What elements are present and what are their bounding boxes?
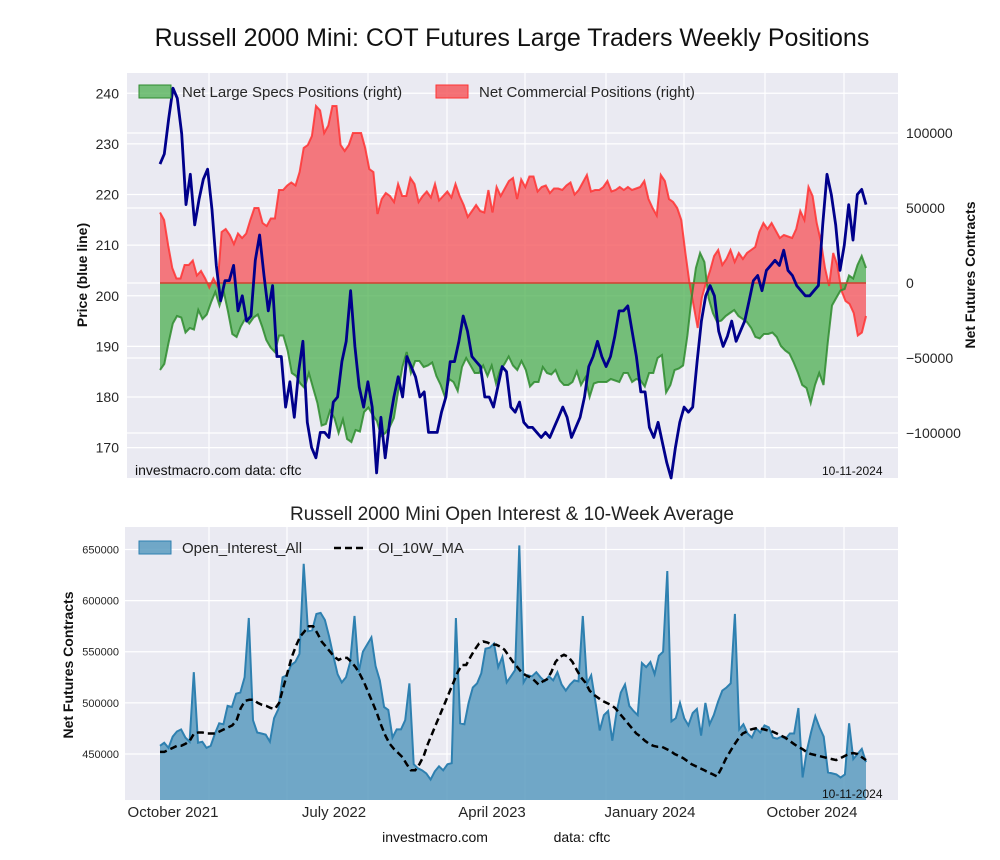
oi-tick-label: 650000 bbox=[82, 544, 119, 556]
oi-area bbox=[160, 545, 866, 800]
top-legend: Net Large Specs Positions (right) Net Co… bbox=[138, 84, 695, 101]
open-interest-chart: Russell 2000 Mini Open Interest & 10-Wee… bbox=[60, 504, 898, 821]
contracts-axis-ticks: −100000 −50000 0 50000 100000 bbox=[906, 125, 961, 441]
contracts-tick-label: 100000 bbox=[906, 125, 953, 141]
bottom-date-stamp: 10-11-2024 bbox=[822, 787, 883, 801]
top-date-stamp: 10-11-2024 bbox=[822, 464, 883, 478]
price-line bbox=[158, 86, 868, 480]
price-tick-label: 210 bbox=[96, 237, 120, 253]
commercial-line bbox=[159, 103, 867, 338]
date-axis-ticks: October 2021 July 2022 April 2023 January 2… bbox=[128, 804, 858, 821]
price-tick-label: 200 bbox=[96, 288, 120, 304]
legend-swatch-oi bbox=[138, 540, 172, 555]
contracts-tick-label: −50000 bbox=[906, 350, 953, 366]
legend-swatch-commercial bbox=[435, 84, 469, 99]
price-axis-label: Price (blue line) bbox=[74, 223, 90, 327]
top-series bbox=[158, 86, 868, 480]
price-tick-label: 220 bbox=[96, 187, 120, 203]
date-tick-label: January 2024 bbox=[605, 804, 696, 821]
oi-10w-ma-line bbox=[160, 624, 867, 779]
oi-tick-label: 450000 bbox=[82, 749, 119, 761]
specs-line bbox=[159, 250, 867, 444]
legend-label-ma: OI_10W_MA bbox=[378, 540, 464, 557]
contracts-tick-label: 0 bbox=[906, 275, 914, 291]
oi-tick-label: 600000 bbox=[82, 596, 119, 608]
oi-tick-label: 500000 bbox=[82, 698, 119, 710]
contracts-tick-label: −100000 bbox=[906, 425, 961, 441]
price-tick-label: 180 bbox=[96, 389, 120, 405]
legend-swatch-specs bbox=[138, 84, 172, 99]
date-tick-label: July 2022 bbox=[302, 804, 366, 821]
date-tick-label: April 2023 bbox=[458, 804, 526, 821]
contracts-axis-label: Net Futures Contracts bbox=[962, 201, 978, 348]
date-tick-label: October 2024 bbox=[767, 804, 858, 821]
commercial-area bbox=[160, 106, 866, 336]
oi-chart-title: Russell 2000 Mini Open Interest & 10-Wee… bbox=[290, 504, 734, 525]
bottom-series bbox=[159, 545, 867, 800]
price-tick-label: 240 bbox=[96, 85, 120, 101]
footer-site: investmacro.com bbox=[382, 829, 488, 845]
price-axis-ticks: 170 180 190 200 210 220 230 240 bbox=[96, 85, 120, 455]
oi-tick-label: 550000 bbox=[82, 647, 119, 659]
legend-label-commercial: Net Commercial Positions (right) bbox=[479, 84, 695, 101]
cot-positions-chart: 170 180 190 200 210 220 230 240 −100000 −50000 0 5… bbox=[74, 73, 978, 480]
oi-line bbox=[159, 545, 867, 782]
legend-label-specs: Net Large Specs Positions (right) bbox=[182, 84, 402, 101]
price-tick-label: 230 bbox=[96, 136, 120, 152]
legend-label-oi: Open_Interest_All bbox=[182, 540, 302, 557]
price-tick-label: 170 bbox=[96, 440, 120, 456]
figure-title: Russell 2000 Mini: COT Futures Large Tra… bbox=[155, 24, 870, 52]
date-tick-label: October 2021 bbox=[128, 804, 219, 821]
oi-axis-ticks: 450000 500000 550000 600000 650000 bbox=[82, 544, 119, 760]
price-tick-label: 190 bbox=[96, 338, 120, 354]
contracts-tick-label: 50000 bbox=[906, 200, 945, 216]
bottom-legend: Open_Interest_All OI_10W_MA bbox=[138, 540, 464, 557]
top-watermark: investmacro.com data: cftc bbox=[135, 462, 302, 478]
oi-axis-label: Net Futures Contracts bbox=[60, 591, 76, 738]
footer-data: data: cftc bbox=[554, 829, 611, 845]
